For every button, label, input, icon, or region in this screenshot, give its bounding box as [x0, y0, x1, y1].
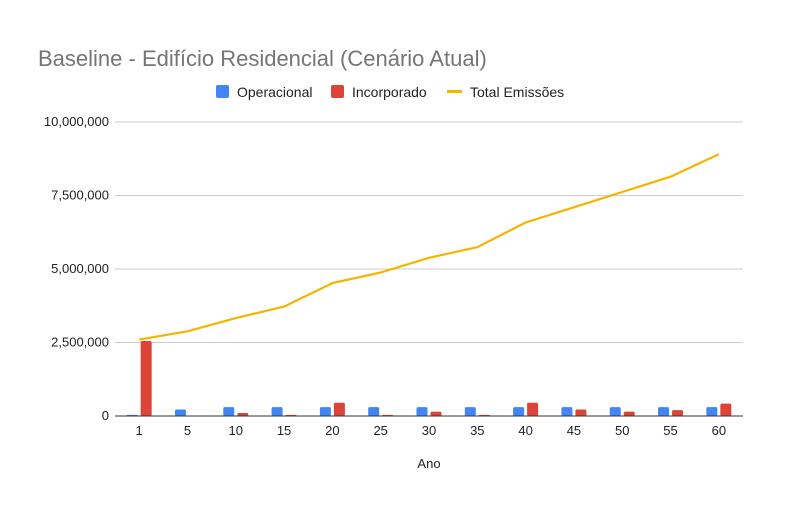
y-tick-label: 10,000,000 — [44, 114, 109, 129]
bar-incorporado[interactable] — [672, 410, 684, 416]
bar-incorporado[interactable] — [140, 341, 152, 416]
bar-incorporado[interactable] — [527, 402, 539, 416]
line-total-emissoes[interactable] — [139, 153, 720, 341]
y-tick-label: 2,500,000 — [51, 335, 109, 350]
chart-title: Baseline - Edifício Residencial (Cenário… — [38, 46, 487, 71]
bar-incorporado[interactable] — [237, 413, 249, 416]
x-tick-label: 55 — [663, 423, 677, 438]
legend-item-operacional[interactable]: Operacional — [216, 84, 313, 100]
x-tick-label: 35 — [470, 423, 484, 438]
x-tick-label: 25 — [373, 423, 387, 438]
x-axis-ticks: 1 5 10 15 20 25 30 35 40 45 50 55 60 — [136, 423, 727, 438]
bar-operacional[interactable] — [271, 407, 283, 416]
x-tick-label: 10 — [229, 423, 243, 438]
x-tick-label: 60 — [712, 423, 726, 438]
bar-incorporado[interactable] — [623, 411, 635, 416]
x-axis-label: Ano — [417, 456, 440, 471]
legend: Operacional Incorporado Total Emissões — [216, 84, 564, 100]
bar-operacional[interactable] — [513, 407, 525, 416]
legend-swatch-incorporado — [331, 85, 344, 98]
x-tick-label: 40 — [518, 423, 532, 438]
bar-operacional[interactable] — [706, 407, 718, 416]
gridlines — [115, 121, 743, 343]
x-tick-label: 15 — [277, 423, 291, 438]
legend-item-total-emissoes[interactable]: Total Emissões — [447, 84, 564, 100]
bar-operacional[interactable] — [223, 407, 235, 416]
bar-operacional[interactable] — [174, 409, 186, 416]
bar-operacional[interactable] — [416, 407, 428, 416]
bar-incorporado[interactable] — [333, 402, 345, 416]
legend-line-total-emissoes — [447, 90, 462, 93]
x-tick-label: 20 — [325, 423, 339, 438]
x-tick-label: 50 — [615, 423, 629, 438]
legend-label-incorporado: Incorporado — [352, 84, 427, 100]
legend-item-incorporado[interactable]: Incorporado — [331, 84, 427, 100]
bars — [126, 341, 732, 416]
legend-label-total-emissoes: Total Emissões — [470, 84, 564, 100]
bar-incorporado[interactable] — [720, 403, 732, 416]
y-tick-label: 7,500,000 — [51, 188, 109, 203]
y-tick-label: 0 — [102, 408, 109, 423]
total-line — [139, 153, 720, 341]
bar-operacional[interactable] — [658, 407, 670, 416]
x-tick-label: 1 — [136, 423, 143, 438]
bar-operacional[interactable] — [609, 407, 621, 416]
legend-label-operacional: Operacional — [237, 84, 313, 100]
bar-operacional[interactable] — [464, 407, 476, 416]
y-axis-ticks: 0 2,500,000 5,000,000 7,500,000 10,000,000 — [44, 114, 109, 423]
y-tick-label: 5,000,000 — [51, 261, 109, 276]
bar-operacional[interactable] — [368, 407, 380, 416]
bar-incorporado[interactable] — [575, 409, 587, 416]
bar-operacional[interactable] — [319, 407, 331, 416]
bar-incorporado[interactable] — [430, 411, 442, 416]
bar-operacional[interactable] — [561, 407, 573, 416]
legend-swatch-operacional — [216, 85, 229, 98]
x-tick-label: 30 — [422, 423, 436, 438]
x-tick-label: 5 — [184, 423, 191, 438]
x-tick-label: 45 — [567, 423, 581, 438]
